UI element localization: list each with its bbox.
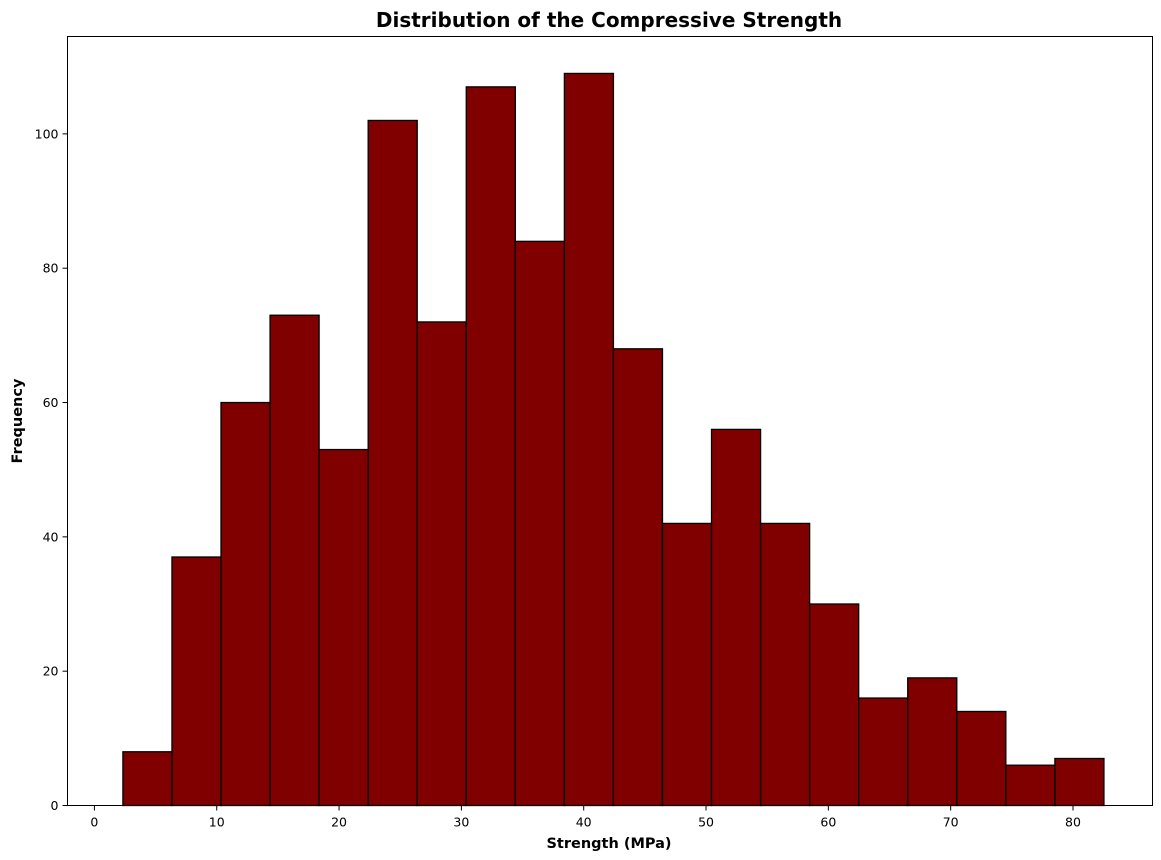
histogram-bar-19 [1005,764,1056,807]
histogram-bar-17 [907,677,958,807]
histogram-bar-11 [612,348,664,807]
y-axis-label: Frequency [10,378,26,463]
histogram-bar-1 [122,751,173,807]
histogram-bar-16 [858,697,909,807]
histogram-bar-18 [956,710,1007,807]
plot-frame [67,36,1153,806]
x-tick-label: 10 [209,815,225,830]
x-axis-label: Strength (MPa) [546,836,671,852]
histogram-bar-13 [710,428,762,807]
x-axis-ticks: 0 10 20 30 40 50 60 70 80 [90,805,1081,830]
y-tick-label: 80 [43,261,59,276]
y-tick-label: 40 [43,529,59,544]
histogram-bar-10 [563,72,615,807]
histogram-bar-8 [465,86,516,807]
y-tick-label: 60 [43,395,59,410]
histogram-bar-2 [171,556,222,807]
histogram-bar-4 [269,314,320,807]
histogram-bar-6 [367,119,418,807]
x-tick-label: 40 [576,815,592,830]
histogram-bar-5 [318,448,369,807]
x-tick-label: 80 [1065,815,1081,830]
histogram-bar-3 [220,401,271,807]
histogram-bar-20 [1054,757,1105,807]
histogram-bar-7 [416,321,467,807]
x-tick-label: 70 [943,815,959,830]
x-tick-label: 60 [820,815,836,830]
bars-group [122,72,1105,807]
x-tick-label: 0 [90,815,98,830]
x-tick-label: 50 [698,815,714,830]
histogram-bar-9 [514,240,566,807]
x-tick-label: 30 [453,815,469,830]
histogram-bar-12 [661,522,713,807]
chart-title: Distribution of the Compressive Strength [376,8,842,32]
x-tick-label: 20 [331,815,347,830]
histogram-bar-14 [759,522,811,807]
y-tick-label: 0 [51,798,59,813]
histogram-bar-15 [808,603,860,807]
y-tick-label: 100 [35,126,59,141]
y-tick-label: 20 [43,664,59,679]
y-axis-ticks: 0 20 40 60 80 100 [35,126,68,813]
